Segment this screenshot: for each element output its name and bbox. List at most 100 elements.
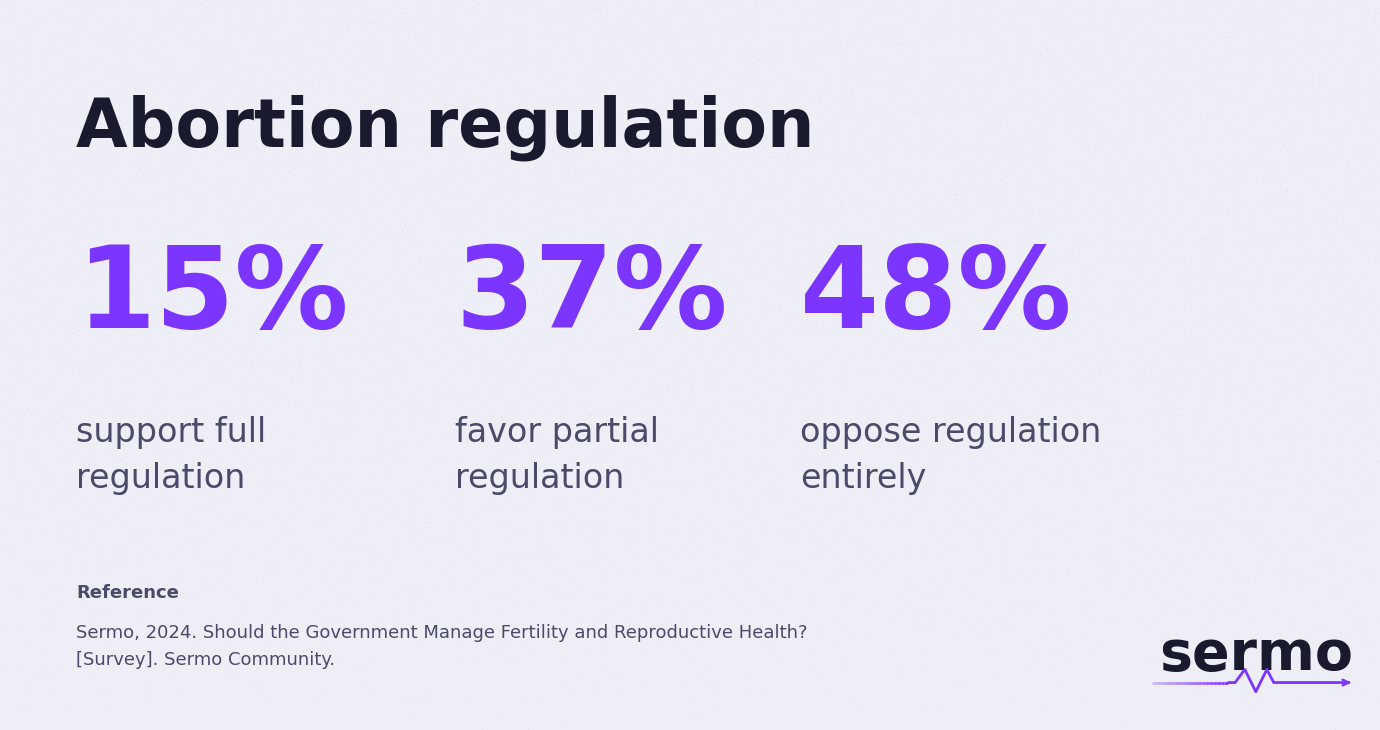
Point [868, 261, 890, 273]
Point [213, 561, 235, 573]
Point [21, 66, 43, 77]
Point [497, 149, 519, 161]
Point [344, 368, 366, 380]
Point [211, 484, 233, 496]
Point [1336, 82, 1358, 94]
Point [1161, 412, 1183, 423]
Point [1074, 228, 1096, 240]
Point [617, 629, 639, 641]
Point [149, 483, 171, 495]
Point [94, 247, 116, 258]
Point [119, 313, 141, 325]
Point [1315, 342, 1337, 353]
Point [497, 237, 519, 248]
Point [885, 30, 907, 42]
Point [1065, 385, 1087, 397]
Point [1169, 242, 1191, 254]
Point [1107, 71, 1129, 82]
Point [382, 228, 404, 239]
Point [1201, 156, 1223, 168]
Point [1148, 164, 1170, 176]
Point [1202, 366, 1224, 377]
Point [585, 3, 607, 15]
Point [253, 339, 275, 351]
Point [331, 209, 353, 220]
Point [86, 518, 108, 530]
Point [642, 42, 664, 54]
Point [29, 450, 51, 462]
Point [504, 524, 526, 536]
Point [1346, 595, 1368, 607]
Point [687, 434, 709, 446]
Point [604, 104, 627, 115]
Point [224, 255, 246, 266]
Point [927, 85, 949, 97]
Point [375, 675, 397, 687]
Point [926, 20, 948, 31]
Point [849, 234, 871, 245]
Point [872, 60, 894, 72]
Point [784, 289, 806, 301]
Point [319, 364, 341, 375]
Point [1368, 81, 1380, 93]
Point [599, 285, 621, 297]
Point [558, 162, 580, 174]
Point [319, 537, 341, 548]
Point [704, 237, 726, 249]
Point [729, 283, 751, 295]
Point [335, 80, 357, 91]
Point [588, 128, 610, 139]
Point [1305, 122, 1328, 134]
Point [1289, 626, 1311, 637]
Point [753, 488, 776, 499]
Point [469, 283, 491, 295]
Point [1112, 20, 1134, 31]
Point [726, 325, 748, 337]
Point [101, 73, 123, 85]
Point [0, 337, 12, 349]
Point [280, 529, 302, 541]
Point [402, 115, 424, 127]
Point [41, 44, 63, 55]
Point [273, 159, 295, 171]
Point [513, 313, 535, 325]
Point [788, 155, 810, 166]
Point [940, 505, 962, 517]
Point [933, 65, 955, 77]
Point [894, 298, 916, 310]
Point [339, 423, 362, 434]
Point [999, 266, 1021, 277]
Point [185, 201, 207, 212]
Point [502, 564, 524, 575]
Point [989, 439, 1012, 451]
Point [762, 80, 784, 91]
Point [483, 437, 505, 448]
Point [511, 95, 533, 107]
Point [905, 614, 927, 626]
Point [486, 445, 508, 456]
Point [18, 111, 40, 123]
Point [1191, 272, 1213, 283]
Point [276, 586, 298, 598]
Point [766, 75, 788, 87]
Point [261, 134, 283, 145]
Point [363, 361, 385, 373]
Point [48, 486, 70, 498]
Point [773, 223, 795, 234]
Point [1326, 170, 1348, 182]
Point [606, 120, 628, 132]
Point [1201, 337, 1223, 349]
Point [824, 305, 846, 317]
Point [6, 372, 28, 383]
Point [1199, 182, 1221, 194]
Point [17, 625, 39, 637]
Point [991, 116, 1013, 128]
Point [949, 351, 972, 363]
Point [985, 114, 1007, 126]
Point [200, 373, 222, 385]
Point [489, 288, 511, 300]
Point [363, 125, 385, 137]
Point [885, 72, 907, 83]
Point [254, 704, 276, 715]
Point [883, 418, 905, 429]
